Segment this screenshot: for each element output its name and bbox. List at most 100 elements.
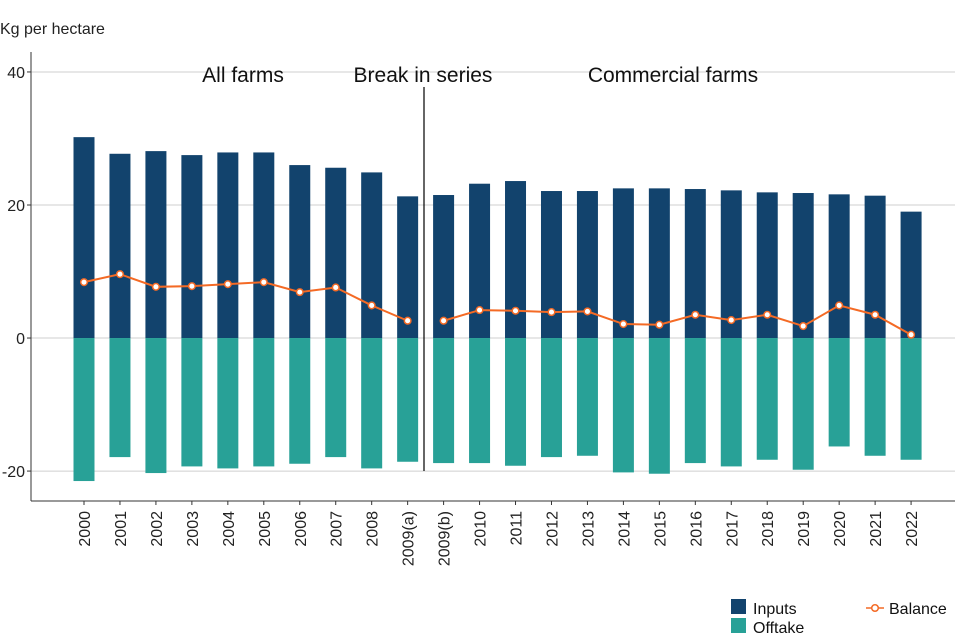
x-tick-label: 2021 [868, 511, 885, 547]
x-tick-label: 2001 [113, 511, 130, 547]
inputs-bar [109, 153, 131, 339]
x-tick-label: 2008 [365, 511, 382, 547]
inputs-bar [217, 152, 239, 339]
balance-line-segment [443, 304, 912, 336]
balance-point [871, 310, 880, 319]
y-tick-label: 20 [7, 198, 25, 215]
x-tick-label: 2002 [149, 511, 166, 547]
inputs-bar [361, 172, 383, 339]
legend-swatch-balance-marker [870, 603, 880, 613]
y-tick-label: 40 [7, 65, 25, 82]
x-tick-label: 2004 [221, 511, 238, 547]
x-tick-label: 2014 [616, 511, 633, 547]
x-tick-label: 2017 [724, 511, 741, 547]
inputs-bar [73, 137, 95, 339]
inputs-bar [828, 194, 850, 339]
x-tick-label: 2011 [509, 511, 526, 546]
x-tick-label: 2010 [473, 511, 490, 547]
offtake-bar [109, 338, 131, 458]
offtake-bar [756, 338, 778, 460]
balance-point [619, 320, 628, 329]
balance-point [79, 278, 89, 287]
balance-point [295, 288, 304, 297]
x-tick-label: 2016 [688, 511, 705, 547]
y-axis-label: Kg per hectare [0, 21, 105, 38]
legend: Inputs Offtake Balance [731, 599, 947, 637]
balance-point [259, 278, 268, 287]
x-tick-label: 2005 [257, 511, 274, 547]
balance-line-segment [83, 273, 409, 322]
balance-point [583, 307, 592, 316]
inputs-bar [648, 188, 670, 339]
inputs-bar [145, 151, 167, 339]
inputs-bar [253, 152, 275, 339]
offtake-bar [900, 338, 922, 460]
inputs-bar [864, 195, 886, 339]
offtake-bar [325, 338, 347, 458]
balance-point [547, 308, 556, 317]
y-tick-label: 0 [16, 331, 25, 348]
balance-point [475, 306, 484, 315]
x-tick-label: 2015 [652, 511, 669, 547]
inputs-bar [756, 192, 778, 339]
inputs-bar [397, 196, 419, 339]
balance-point [835, 301, 844, 310]
balance-point [691, 310, 700, 319]
inputs-bar [181, 155, 203, 339]
offtake-bar [181, 338, 203, 467]
y-tick-label: -20 [2, 464, 25, 481]
inputs-bar [684, 189, 706, 339]
offtake-bar [648, 338, 670, 474]
inputs-bar [469, 183, 491, 339]
inputs-bar [325, 167, 347, 339]
balance-point [331, 283, 340, 292]
balance-point [223, 280, 232, 289]
offtake-bar [576, 338, 598, 456]
offtake-bar [217, 338, 239, 469]
x-tick-label: 2018 [760, 511, 777, 547]
balance-point [799, 322, 808, 331]
balance-point [403, 316, 412, 325]
x-tick-label: 2020 [832, 511, 849, 547]
balance-point [511, 306, 520, 315]
x-tick-label: 2012 [544, 511, 561, 547]
inputs-bar [792, 193, 814, 339]
annotation-label: Commercial farms [588, 64, 758, 87]
offtake-bar [253, 338, 275, 467]
x-tick-label: 2007 [329, 511, 346, 547]
bars [73, 137, 922, 482]
inputs-bar [433, 195, 455, 339]
offtake-bar [397, 338, 419, 462]
annotation-label: All farms [202, 64, 284, 87]
balance-point [655, 320, 664, 329]
balance-point [367, 301, 376, 310]
gridlines [31, 71, 955, 472]
legend-label-balance: Balance [889, 601, 947, 618]
balance-point [151, 282, 160, 291]
inputs-bar [720, 190, 742, 339]
inputs-bar [289, 165, 311, 339]
balance-point [439, 316, 448, 325]
legend-swatch-offtake [731, 618, 746, 633]
balance-point [727, 316, 736, 325]
x-tick-label: 2022 [904, 511, 921, 547]
balance-point [763, 310, 772, 319]
offtake-bar [289, 338, 311, 464]
offtake-bar [361, 338, 383, 469]
inputs-bar [505, 181, 527, 339]
x-tick-label: 2019 [796, 511, 813, 547]
balance-point [187, 282, 196, 291]
offtake-bar [145, 338, 167, 474]
annotation-label: Break in series [354, 64, 493, 87]
x-tick-label: 2000 [77, 511, 94, 547]
x-tick-label: 2003 [185, 511, 202, 547]
offtake-bar [720, 338, 742, 467]
legend-swatch-inputs [731, 599, 746, 614]
offtake-bar [792, 338, 814, 470]
axes: -20 0 20 40 2000 2001 2002 2003 2004 2005 2006 2007… [2, 52, 955, 566]
inputs-bar [540, 191, 562, 339]
x-tick-label: 2013 [580, 511, 597, 547]
offtake-bar [433, 338, 455, 464]
legend-label-inputs: Inputs [753, 601, 797, 618]
